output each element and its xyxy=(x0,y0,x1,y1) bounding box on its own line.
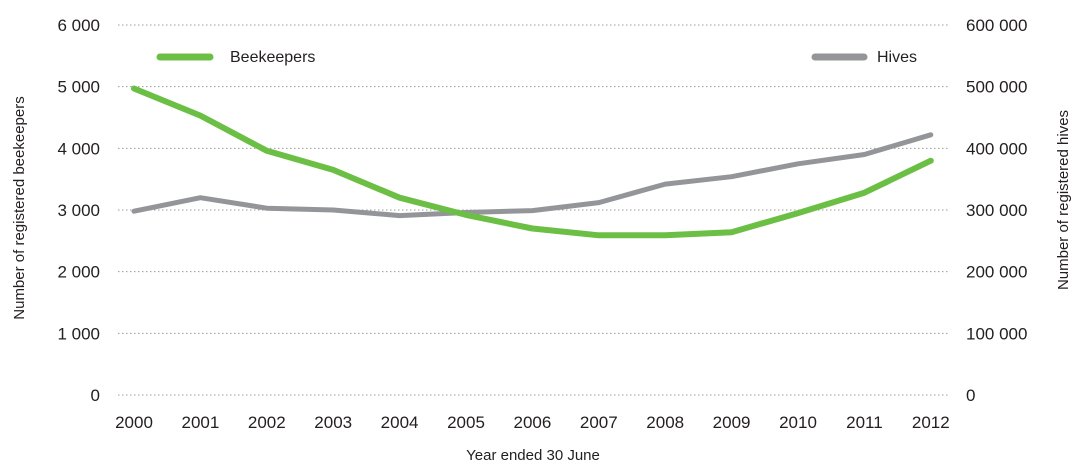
x-tick-label: 2007 xyxy=(580,413,618,432)
right-tick-label: 200 000 xyxy=(966,263,1027,282)
x-tick-label: 2001 xyxy=(181,413,219,432)
right-tick-label: 400 000 xyxy=(966,139,1027,158)
left-tick-label: 1 000 xyxy=(57,324,100,343)
x-tick-label: 2000 xyxy=(115,413,153,432)
x-tick-label: 2012 xyxy=(912,413,950,432)
x-tick-label: 2003 xyxy=(314,413,352,432)
series-line-beekeepers xyxy=(131,85,934,239)
series-line-hives xyxy=(131,132,934,219)
left-axis-title: Number of registered beekeepers xyxy=(11,96,28,319)
x-tick-label: 2009 xyxy=(713,413,751,432)
left-tick-label: 4 000 xyxy=(57,139,100,158)
right-axis-title: Number of registered hives xyxy=(1055,110,1072,290)
legend-beekeepers: Beekeepers xyxy=(156,49,315,66)
left-tick-label: 0 xyxy=(91,386,100,405)
left-tick-label: 2 000 xyxy=(57,263,100,282)
legend-hives-label: Hives xyxy=(877,49,917,66)
left-tick-label: 5 000 xyxy=(57,78,100,97)
legend-hives: Hives xyxy=(811,49,917,66)
right-tick-label: 100 000 xyxy=(966,324,1027,343)
x-tick-label: 2011 xyxy=(846,413,883,432)
left-axis-ticks: 0 1 000 2 000 3 000 4 000 5 000 6 000 xyxy=(57,16,100,405)
x-tick-label: 2006 xyxy=(513,413,551,432)
right-tick-label: 0 xyxy=(966,386,975,405)
right-tick-label: 600 000 xyxy=(966,16,1027,35)
legend-beekeepers-label: Beekeepers xyxy=(230,49,315,66)
series-lines xyxy=(131,85,934,239)
x-tick-label: 2004 xyxy=(381,413,419,432)
x-tick-label: 2010 xyxy=(779,413,817,432)
x-axis-title: Year ended 30 June xyxy=(466,447,600,464)
right-tick-label: 300 000 xyxy=(966,201,1027,220)
x-tick-label: 2005 xyxy=(447,413,485,432)
right-axis-ticks: 0 100 000 200 000 300 000 400 000 500 000 600 … xyxy=(966,16,1027,405)
x-tick-label: 2008 xyxy=(646,413,684,432)
left-tick-label: 6 000 xyxy=(57,16,100,35)
right-tick-label: 500 000 xyxy=(966,78,1027,97)
x-axis-ticks: 2000 2001 2002 2003 2004 2005 2006 2007 2008 2009… xyxy=(115,413,950,432)
left-tick-label: 3 000 xyxy=(57,201,100,220)
x-tick-label: 2002 xyxy=(248,413,286,432)
